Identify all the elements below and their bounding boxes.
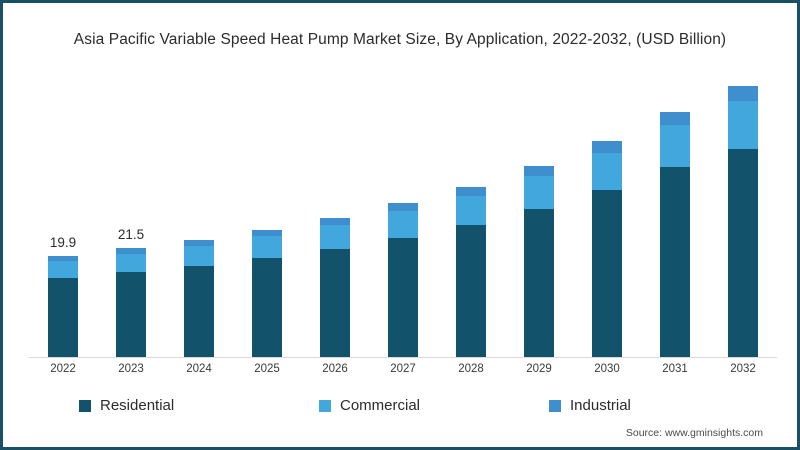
bar-segment-residential <box>524 209 554 357</box>
legend-label: Industrial <box>570 397 631 414</box>
bar-segment-industrial <box>184 239 214 246</box>
bar-segment-residential <box>728 149 758 357</box>
bar-segment-industrial <box>728 85 758 101</box>
bar-segment-commercial <box>524 176 554 210</box>
x-tick-label: 2022 <box>50 363 76 375</box>
bar-value-label: 21.5 <box>117 226 145 242</box>
x-tick-label: 2028 <box>458 363 484 375</box>
bar-segment-residential <box>320 248 350 357</box>
bar-segment-industrial <box>48 256 78 262</box>
bar-segment-commercial <box>388 211 418 238</box>
bar-segment-residential <box>116 271 146 357</box>
bar-group[interactable] <box>320 218 350 357</box>
legend-item-industrial[interactable]: Industrial <box>549 397 729 414</box>
bar-group[interactable]: 19.9 <box>48 235 78 357</box>
bar-segment-industrial <box>388 203 418 212</box>
plot-area: 19.9 21.5 <box>29 73 777 358</box>
bar-segment-commercial <box>116 253 146 272</box>
x-tick-label: 2032 <box>730 363 756 375</box>
bar-segment-commercial <box>728 100 758 150</box>
legend-swatch-icon <box>549 399 561 412</box>
x-axis-tick-labels: 2022 2023 2024 2025 2026 2027 2028 2029 2030 2031… <box>29 363 777 383</box>
bar-group[interactable] <box>184 239 214 357</box>
bar-group[interactable] <box>456 186 486 357</box>
x-tick-label: 2027 <box>390 363 416 375</box>
x-tick-label: 2024 <box>186 363 212 375</box>
x-tick-label: 2030 <box>594 363 620 375</box>
legend-label: Commercial <box>340 397 421 414</box>
bar-segment-residential <box>660 167 690 357</box>
bar-segment-industrial <box>320 218 350 226</box>
bar-group[interactable] <box>252 229 282 357</box>
bar-segment-industrial <box>252 229 282 237</box>
legend-swatch-icon <box>319 399 331 412</box>
bar-segment-industrial <box>456 186 486 196</box>
bar-segment-commercial <box>184 245 214 266</box>
bar-segment-residential <box>184 265 214 357</box>
bar-segment-residential <box>252 258 282 357</box>
bar-group[interactable] <box>592 140 622 357</box>
bar-value-label: 19.9 <box>49 235 77 251</box>
legend-item-commercial[interactable]: Commercial <box>319 397 549 414</box>
bar-group[interactable] <box>728 85 758 357</box>
bar-segment-commercial <box>252 236 282 259</box>
bar-segment-residential <box>456 225 486 357</box>
bar-segment-industrial <box>592 140 622 153</box>
source-attribution: Source: www.gminsights.com <box>625 427 763 439</box>
bar-segment-commercial <box>48 261 78 278</box>
x-tick-label: 2025 <box>254 363 280 375</box>
bar-group[interactable] <box>388 203 418 357</box>
bar-segment-residential <box>388 237 418 357</box>
bar-segment-industrial <box>116 247 146 254</box>
bar-group[interactable] <box>524 166 554 357</box>
legend-item-residential[interactable]: Residential <box>71 397 319 414</box>
bar-segment-residential <box>592 190 622 357</box>
legend-swatch-icon <box>79 399 91 412</box>
bar-segment-industrial <box>524 166 554 177</box>
bar-segment-industrial <box>660 111 690 125</box>
chart-legend: Residential Commercial Industrial <box>3 397 797 414</box>
bar-segment-commercial <box>592 152 622 191</box>
x-tick-label: 2029 <box>526 363 552 375</box>
bar-group[interactable]: 21.5 <box>116 227 146 357</box>
legend-label: Residential <box>100 397 175 414</box>
x-tick-label: 2023 <box>118 363 144 375</box>
bar-segment-residential <box>48 277 78 357</box>
x-tick-label: 2031 <box>662 363 688 375</box>
bar-segment-commercial <box>660 124 690 168</box>
bar-group[interactable] <box>660 111 690 357</box>
axis-baseline <box>29 357 777 358</box>
x-tick-label: 2026 <box>322 363 348 375</box>
bar-segment-commercial <box>320 225 350 249</box>
chart-title: Asia Pacific Variable Speed Heat Pump Ma… <box>73 31 727 48</box>
bar-segment-commercial <box>456 195 486 226</box>
